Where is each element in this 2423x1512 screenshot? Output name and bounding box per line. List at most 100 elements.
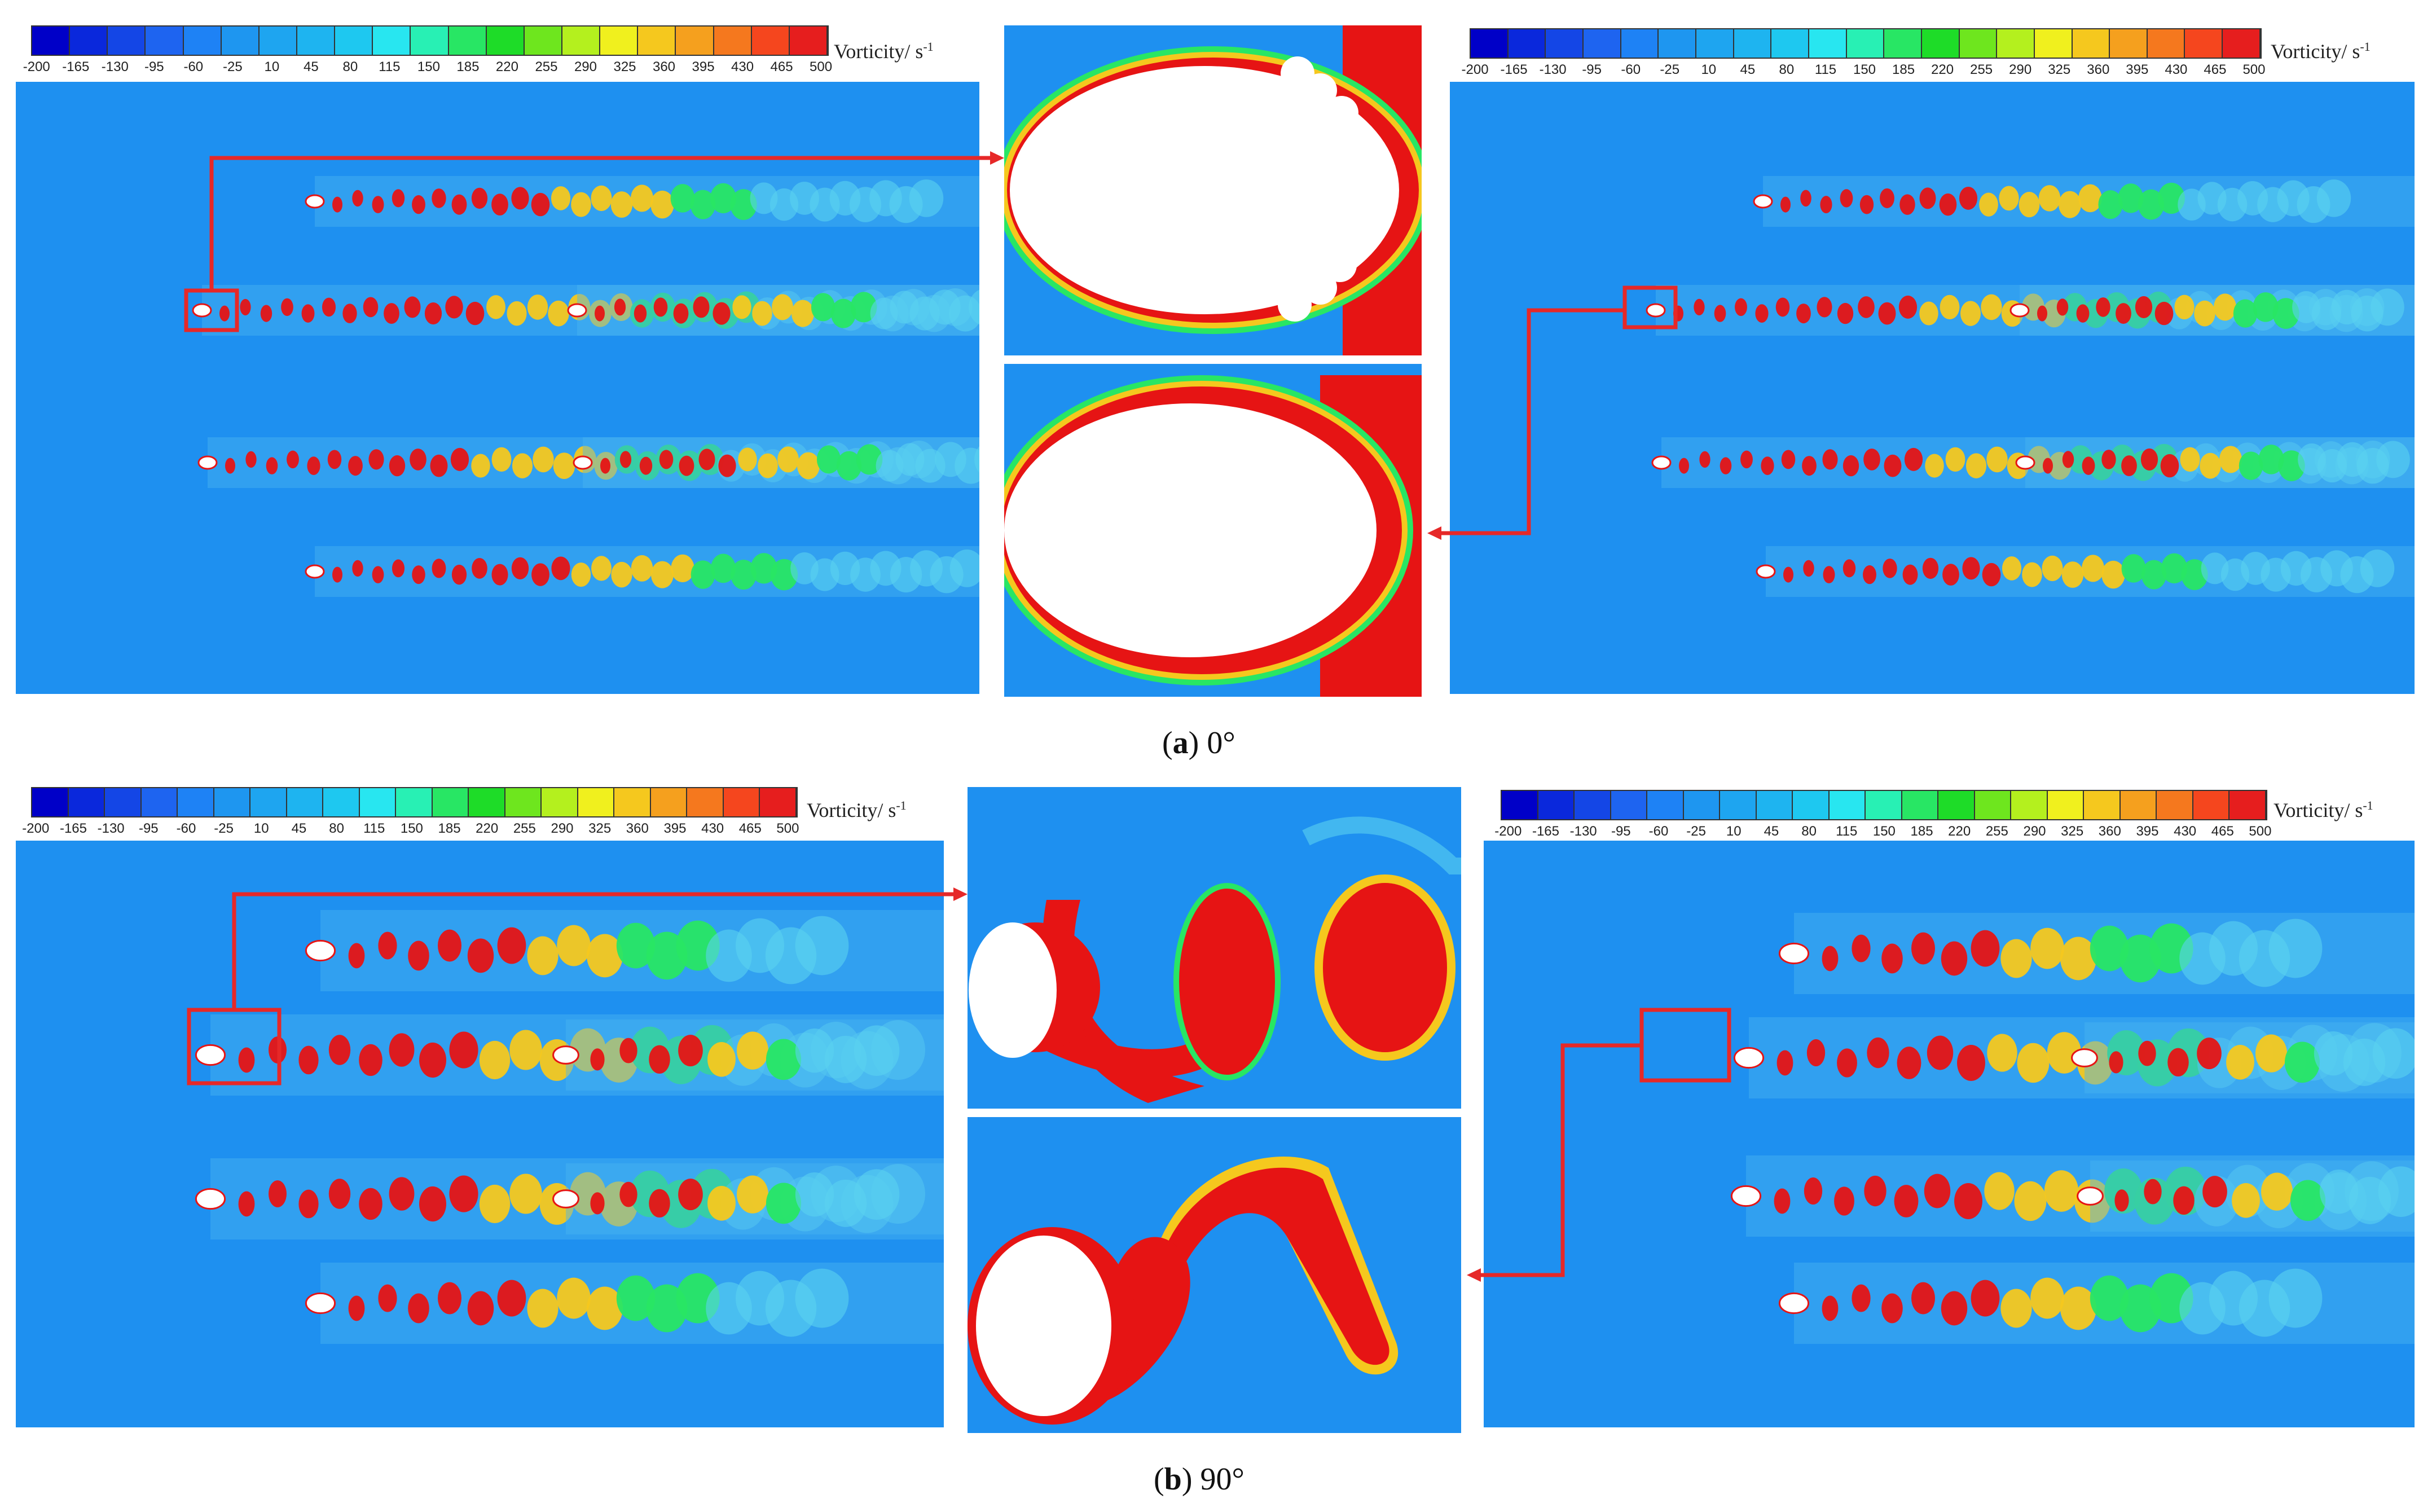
colorbar-swatch [1471,29,1509,58]
colorbar-swatch [1502,791,1538,819]
highlight-box-a-left [184,288,239,332]
colorbar-tick-label: 500 [2249,824,2272,839]
colorbar-swatch [1683,791,1721,819]
colorbar-swatch [1659,29,1696,58]
colorbar-swatch [524,27,562,55]
vortex-wakes-a-right [1646,176,2415,597]
colorbar-swatch [638,27,676,55]
colorbar-swatch [1720,791,1757,819]
colorbar-tick-label: 80 [329,821,344,836]
colorbar-swatch [1809,29,1847,58]
colorbar-tick-label: -165 [1532,824,1559,839]
colorbar-tick-label: 10 [1726,824,1742,839]
colorbar-tick-label: 150 [1872,824,1896,839]
colorbar-tick-label: 185 [438,821,461,836]
colorbar-swatch [297,27,336,55]
colorbar-ticks-b-left: -200 -165 -130 -95 -60 -25 10 45 80 115 150 185 220 2… [17,821,807,837]
colorbar-tick-label: 290 [574,59,597,74]
colorbar-swatch [335,27,373,55]
colorbar-swatch [1734,29,1772,58]
colorbar-swatch [2084,791,2121,819]
colorbar-tick-label: -25 [222,59,243,74]
arrow-a-left [209,156,999,291]
colorbar-tick-label: 465 [770,59,793,74]
colorbar-title-a-left: Vorticity/ s-1 [834,39,934,63]
colorbar-swatch [751,27,790,55]
colorbar-tick-label: 360 [626,821,649,836]
colorbar-tick-label: -200 [23,59,50,74]
colorbar-tick-label: 45 [291,821,307,836]
colorbar-tick-label: 115 [379,59,401,74]
colorbar-swatch [105,788,142,816]
colorbar-swatch [1866,791,1902,819]
colorbar-a-left [31,25,829,56]
colorbar-swatch [2229,791,2266,819]
colorbar-tick-label: 220 [476,821,499,836]
colorbar-swatch [411,27,449,55]
colorbar-swatch [1696,29,1734,58]
colorbar-a-right [1470,28,2262,59]
colorbar-swatch [2120,791,2157,819]
colorbar-tick-label: -165 [59,821,87,836]
colorbar-swatch [600,27,639,55]
colorbar-tick-label: -200 [1461,62,1489,77]
colorbar-swatch [1793,791,1830,819]
colorbar-tick-label: -60 [1621,62,1641,77]
colorbar-swatch [1583,29,1621,58]
colorbar-swatch [259,27,297,55]
colorbar-tick-label: 465 [2204,62,2227,77]
colorbar-tick-label: 325 [2061,824,2084,839]
colorbar-tick-label: 185 [1910,824,1933,839]
colorbar-swatch [1997,29,2035,58]
colorbar-swatch [1884,29,1922,58]
colorbar-tick-label: 45 [304,59,319,74]
colorbar-tick-label: 255 [1985,824,2008,839]
colorbar-swatch [250,788,287,816]
colorbar-swatch [650,788,688,816]
colorbar-tick-label: -95 [1582,62,1602,77]
colorbar-swatch [676,27,714,55]
colorbar-swatch [789,27,828,55]
colorbar-tick-label: -60 [1648,824,1669,839]
colorbar-tick-label: -200 [1494,824,1522,839]
colorbar-swatch [2185,29,2223,58]
colorbar-tick-label: -130 [1569,824,1597,839]
colorbar-tick-label: -165 [62,59,90,74]
caption-b: (b) 90° [1154,1462,1245,1497]
colorbar-tick-label: 150 [400,821,423,836]
colorbar-ticks-a-left: -200 -165 -130 -95 -60 -25 10 45 80 115 150 185 220 2… [17,59,841,75]
colorbar-swatch [1902,791,1939,819]
colorbar-tick-label: 185 [456,59,480,74]
colorbar-swatch [486,27,525,55]
colorbar-tick-label: 430 [2174,824,2197,839]
colorbar-swatch [1959,29,1998,58]
colorbar-swatch [542,788,578,816]
colorbar-tick-label: 220 [1931,62,1954,77]
colorbar-swatch [723,788,760,816]
colorbar-swatch [108,27,146,55]
colorbar-swatch [687,788,724,816]
zoom-panel-b-top [968,787,1461,1109]
colorbar-swatch [2072,29,2110,58]
colorbar-swatch [214,788,251,816]
colorbar-swatch [505,788,542,816]
colorbar-swatch [1756,791,1793,819]
zoom-panel-a-bottom [1004,364,1422,697]
colorbar-tick-label: 500 [2242,62,2266,77]
colorbar-tick-label: -95 [1611,824,1631,839]
colorbar-tick-label: 290 [2023,824,2046,839]
colorbar-title-b-left: Vorticity/ s-1 [807,798,907,821]
colorbar-tick-label: 115 [1814,62,1837,77]
vortex-wakes-b-left [195,910,944,1344]
colorbar-tick-label: 500 [810,59,833,74]
colorbar-tick-label: 115 [363,821,385,836]
colorbar-tick-label: 395 [692,59,715,74]
colorbar-ticks-b-right: -200 -165 -130 -95 -60 -25 10 45 80 115 150 185 220 2… [1489,824,2279,839]
colorbar-swatch [183,27,222,55]
colorbar-title-b-right: Vorticity/ s-1 [2274,798,2373,821]
colorbar-tick-label: 430 [2165,62,2188,77]
colorbar-tick-label: 255 [535,59,558,74]
colorbar-tick-label: 290 [2009,62,2032,77]
colorbar-tick-label: -95 [144,59,164,74]
